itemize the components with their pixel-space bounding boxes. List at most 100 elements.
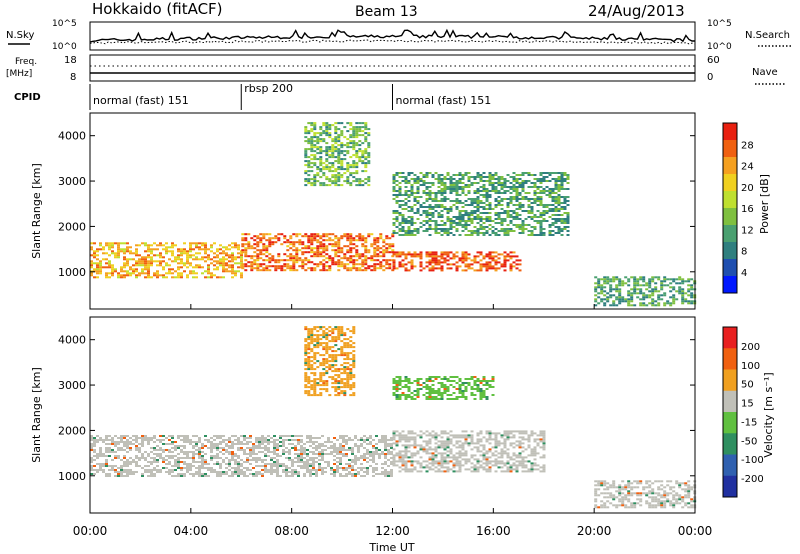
echo-cell xyxy=(428,182,432,184)
echo-cell xyxy=(340,237,344,240)
echo-cell xyxy=(355,136,359,139)
echo-cell xyxy=(96,248,99,251)
echo-cell xyxy=(509,442,513,445)
echo-cell xyxy=(111,449,114,451)
echo-cell xyxy=(319,380,323,383)
echo-cell xyxy=(316,180,320,183)
echo-cell xyxy=(321,459,324,461)
echo-cell xyxy=(364,170,368,173)
echo-cell xyxy=(476,218,480,220)
echo-cell xyxy=(530,182,534,184)
echo-cell xyxy=(401,462,405,465)
echo-cell xyxy=(404,468,408,471)
echo-cell xyxy=(413,255,417,258)
echo-cell xyxy=(352,162,356,165)
echo-cell xyxy=(243,437,246,439)
echo-cell xyxy=(366,439,369,441)
echo-cell xyxy=(533,214,537,216)
echo-cell xyxy=(231,475,234,477)
echo-cell xyxy=(337,338,341,341)
echo-cell xyxy=(261,435,264,437)
echo-cell xyxy=(437,470,441,473)
echo-cell xyxy=(443,462,447,465)
echo-cell xyxy=(259,249,263,252)
echo-cell xyxy=(210,437,213,439)
echo-cell xyxy=(443,466,447,469)
echo-cell xyxy=(336,465,339,467)
echo-cell xyxy=(473,198,477,200)
echo-cell xyxy=(274,265,278,268)
echo-cell xyxy=(265,267,269,270)
echo-cell xyxy=(147,471,150,473)
echo-cell xyxy=(165,276,168,279)
echo-cell xyxy=(425,251,429,254)
colorbar-tick-label: 4 xyxy=(741,268,747,279)
echo-cell xyxy=(204,276,207,279)
echo-cell xyxy=(126,463,129,465)
echo-cell xyxy=(497,178,501,180)
echo-cell xyxy=(159,439,162,441)
echo-cell xyxy=(255,445,258,447)
echo-cell xyxy=(352,134,356,137)
echo-cell xyxy=(153,467,156,469)
echo-cell xyxy=(171,471,174,473)
echo-cell xyxy=(240,471,243,473)
echo-cell xyxy=(485,269,489,272)
echo-cell xyxy=(479,450,483,453)
echo-cell xyxy=(352,342,356,345)
echo-cell xyxy=(375,451,378,453)
echo-cell xyxy=(458,460,462,463)
echo-cell xyxy=(437,224,441,226)
echo-cell xyxy=(398,228,402,230)
echo-cell xyxy=(171,276,174,279)
echo-cell xyxy=(111,441,114,443)
echo-cell xyxy=(491,432,495,435)
echo-cell xyxy=(376,253,380,256)
echo-cell xyxy=(401,200,405,202)
echo-cell xyxy=(328,184,332,187)
echo-cell xyxy=(126,250,129,253)
echo-cell xyxy=(262,245,266,248)
echo-cell xyxy=(210,449,213,451)
echo-cell xyxy=(331,350,335,353)
echo-cell xyxy=(231,260,234,263)
echo-cell xyxy=(325,247,329,250)
echo-cell xyxy=(404,448,408,451)
echo-cell xyxy=(322,150,326,153)
echo-cell xyxy=(388,247,392,250)
echo-cell xyxy=(240,276,243,279)
echo-cell xyxy=(446,450,450,453)
echo-cell xyxy=(249,453,252,455)
echo-cell xyxy=(304,247,308,250)
echo-cell xyxy=(337,326,341,329)
echo-cell xyxy=(114,475,117,477)
echo-cell xyxy=(222,276,225,279)
echo-cell xyxy=(307,394,311,397)
echo-cell xyxy=(431,259,435,262)
echo-cell xyxy=(470,182,474,184)
echo-cell xyxy=(313,164,317,167)
echo-cell xyxy=(398,255,402,258)
echo-cell xyxy=(358,130,362,133)
echo-cell xyxy=(479,194,483,196)
echo-cell xyxy=(337,388,341,391)
echo-cell xyxy=(192,258,195,261)
echo-cell xyxy=(443,257,447,260)
echo-cell xyxy=(434,446,438,449)
echo-cell xyxy=(346,358,350,361)
echo-cell xyxy=(340,134,344,137)
echo-cell xyxy=(288,471,291,473)
echo-cell xyxy=(285,439,288,441)
echo-cell xyxy=(452,200,456,202)
echo-cell xyxy=(105,447,108,449)
echo-cell xyxy=(506,468,510,471)
echo-cell xyxy=(90,274,93,277)
echo-cell xyxy=(379,251,383,254)
echo-cell xyxy=(138,258,141,261)
echo-cell xyxy=(301,253,305,256)
echo-cell xyxy=(337,239,341,242)
echo-cell xyxy=(392,186,396,188)
echo-cell xyxy=(210,441,213,443)
echo-cell xyxy=(192,445,195,447)
nsearch-tick-bottom: 10^0 xyxy=(707,42,732,52)
